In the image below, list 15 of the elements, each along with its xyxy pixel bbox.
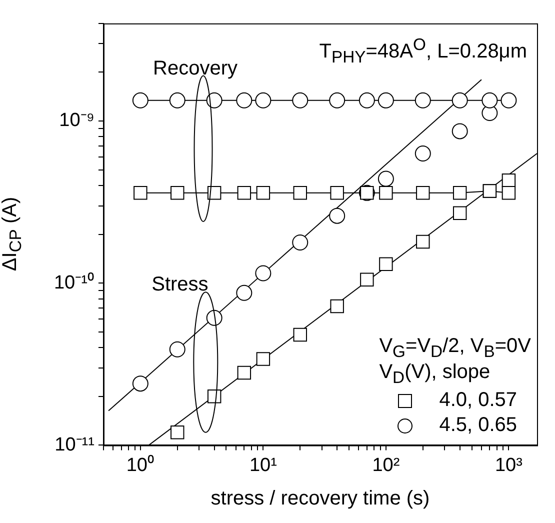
annotation: V$_{G}$=V$_{D}$/2, V$_{B}$=0V <box>379 334 531 362</box>
y-tick-label: 10⁻⁹ <box>59 110 94 132</box>
y-tick-label: 10⁻¹⁰ <box>54 271 94 294</box>
annotation: Stress <box>152 273 208 296</box>
annotation: Recovery <box>153 57 238 80</box>
x-tick-label: 10¹ <box>249 454 277 476</box>
x-axis-title: stress / recovery time (s) <box>210 488 430 510</box>
annotation: T$_{PHY}$=48A$^{O}$, L=0.28μm <box>319 35 527 68</box>
x-tick-label: 10² <box>372 454 400 476</box>
x-tick-label: 10⁰ <box>126 454 154 476</box>
legend-label: 4.0, 0.57 <box>439 389 518 412</box>
legend-label: 4.5, 0.65 <box>439 414 518 438</box>
x-tick-label: 10³ <box>494 454 522 476</box>
y-tick-label: 10⁻¹¹ <box>54 434 94 456</box>
legend-title: V$_{D}$(V), slope <box>379 361 492 388</box>
